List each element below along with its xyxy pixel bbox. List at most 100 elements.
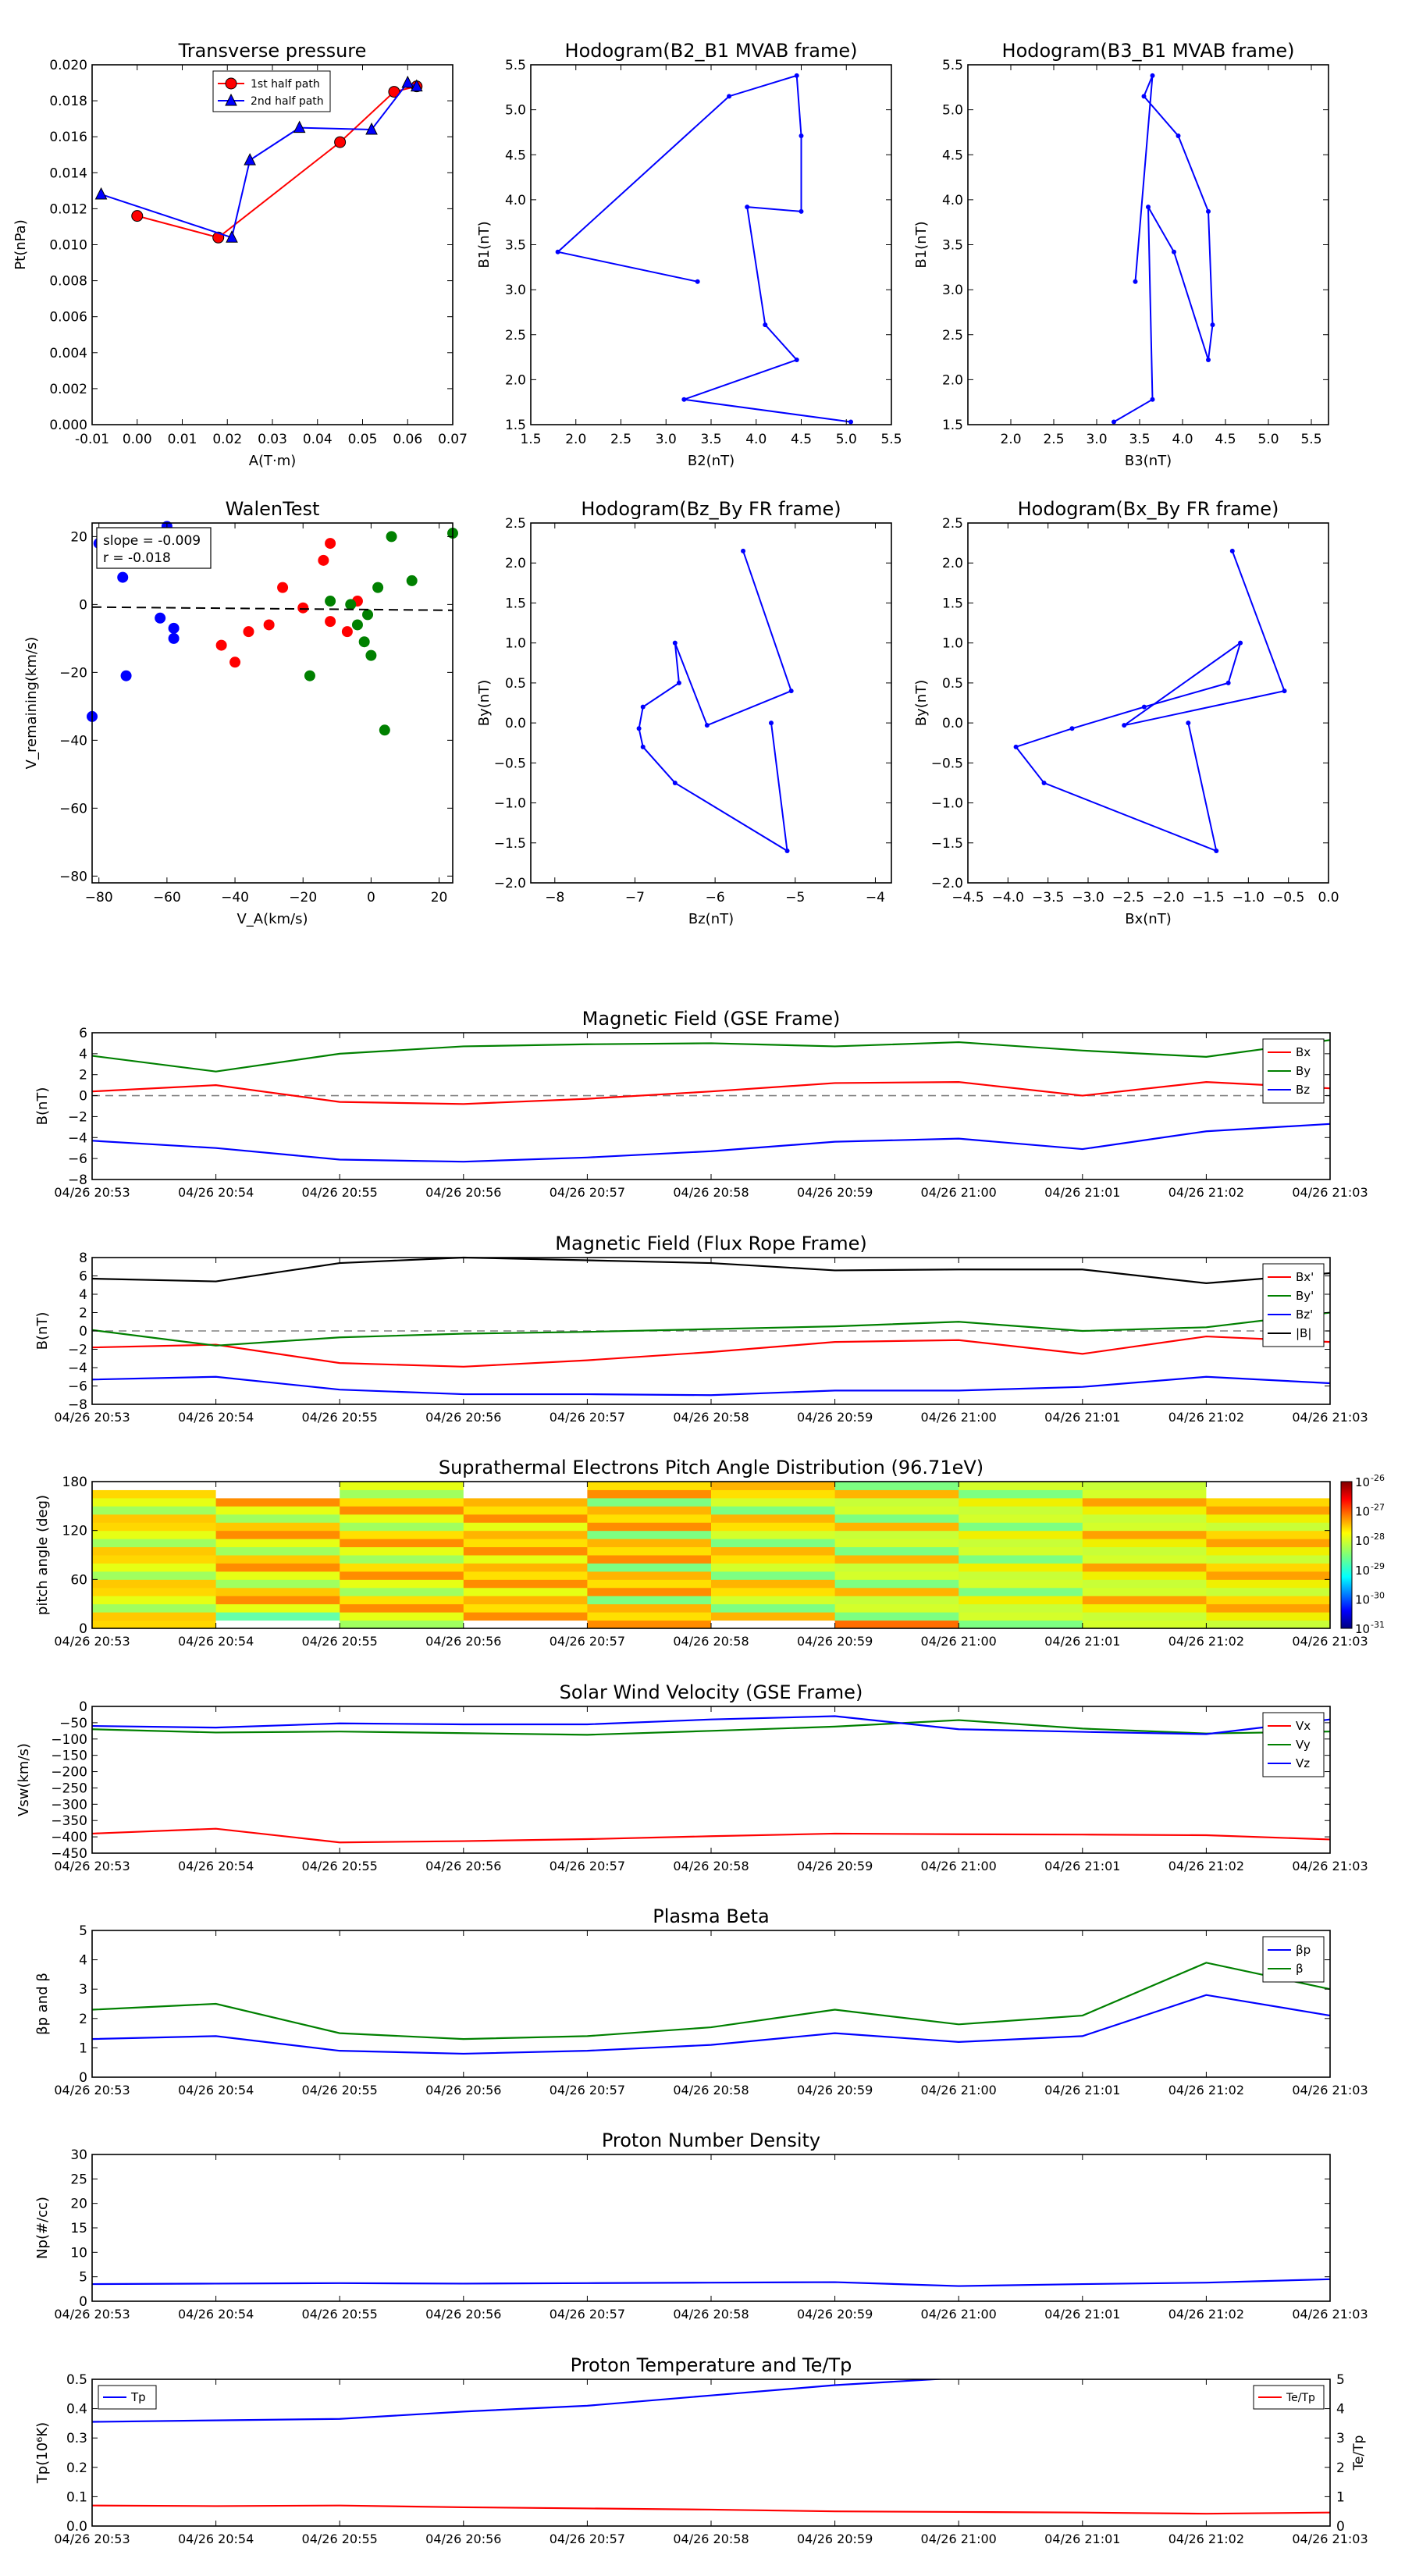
y-tick-label: −400 xyxy=(51,1830,87,1845)
heatmap-cell xyxy=(1206,1620,1331,1629)
chart-title: Transverse pressure xyxy=(178,40,367,62)
x-axis-label: B3(nT) xyxy=(1125,453,1172,469)
data-point xyxy=(362,609,374,621)
heatmap-cell xyxy=(711,1587,836,1596)
y-tick-label: −350 xyxy=(51,1813,87,1829)
y-tick-label: 3.0 xyxy=(942,283,963,298)
data-point xyxy=(1210,322,1215,328)
y-tick-label: −1.5 xyxy=(931,836,963,852)
data-point xyxy=(1141,704,1147,710)
data-point xyxy=(1133,279,1138,284)
data-point xyxy=(745,205,750,210)
heatmap-cell xyxy=(340,1514,464,1523)
heatmap-cell xyxy=(463,1546,588,1556)
series-line xyxy=(638,550,792,852)
data-point xyxy=(94,187,108,200)
y-axis-label: By(nT) xyxy=(913,680,930,726)
y-tick-label: 2 xyxy=(79,2012,87,2027)
series-line xyxy=(91,1039,1331,1073)
data-point xyxy=(293,120,306,133)
y-tick-label: 6 xyxy=(79,1269,87,1285)
annotation-text: slope = -0.009 xyxy=(103,533,201,549)
y-tick-label: −2 xyxy=(68,1109,87,1125)
heatmap-cell xyxy=(587,1514,712,1523)
x-tick-label: −6 xyxy=(706,890,725,906)
axes-frame xyxy=(530,64,892,425)
heatmap-cell xyxy=(834,1587,959,1596)
x-tick-label: 04/26 20:54 xyxy=(178,1410,254,1425)
y-tick-label: 5.0 xyxy=(942,103,963,119)
heatmap-cell xyxy=(1082,1530,1207,1539)
data-point xyxy=(727,94,732,99)
data-point xyxy=(304,670,315,681)
heatmap-cell xyxy=(1082,1596,1207,1605)
x-tick-label: 04/26 20:53 xyxy=(54,2532,130,2546)
x-tick-label: 04/26 20:58 xyxy=(673,2083,749,2097)
heatmap-cell xyxy=(959,1522,1083,1532)
heatmap-cell xyxy=(92,1514,217,1523)
x-tick-label: 2.5 xyxy=(1043,432,1064,447)
heatmap-cell xyxy=(959,1530,1083,1539)
y-axis-label: V_remaining(km/s) xyxy=(23,637,40,770)
series-line xyxy=(91,1719,1331,1736)
series-line xyxy=(1113,75,1214,423)
x-tick-label: -0.01 xyxy=(75,432,109,447)
heatmap-cell xyxy=(1206,1555,1331,1564)
y-tick-label: −40 xyxy=(59,733,87,749)
heatmap-cell xyxy=(1082,1522,1207,1532)
heatmap-cell xyxy=(711,1620,836,1629)
chart-h31: Hodogram(B3_B1 MVAB frame) 2.0 2.5 3.0 3.5 4.… xyxy=(913,40,1329,469)
heatmap-cell xyxy=(587,1587,712,1596)
heatmap-cell xyxy=(834,1546,959,1556)
heatmap-cell xyxy=(92,1555,217,1564)
data-point xyxy=(1013,744,1019,749)
y-tick-label: 5 xyxy=(79,2270,87,2286)
data-point xyxy=(1238,640,1243,646)
y-tick-label: −250 xyxy=(51,1781,87,1796)
x-tick-label: −1.5 xyxy=(1192,890,1224,906)
x-tick-label: 04/26 21:00 xyxy=(921,2083,997,2097)
data-point xyxy=(117,571,129,583)
y2-tick-label: 5 xyxy=(1336,2372,1345,2388)
data-point xyxy=(365,649,377,661)
heatmap-cell xyxy=(587,1522,712,1532)
legend-label: Vz xyxy=(1296,1756,1310,1770)
data-point xyxy=(244,153,256,165)
heatmap-cell xyxy=(711,1579,836,1589)
heatmap-cell xyxy=(834,1539,959,1548)
data-point xyxy=(672,640,678,646)
y-tick-label: −0.5 xyxy=(494,756,526,771)
x-tick-label: 0.03 xyxy=(258,432,287,447)
heatmap-cell xyxy=(463,1571,588,1580)
heatmap-cell xyxy=(463,1482,588,1490)
x-tick-label: 3.5 xyxy=(1129,432,1150,447)
y-tick-label: −6 xyxy=(68,1379,87,1395)
heatmap-cell xyxy=(959,1506,1083,1515)
heatmap-cell xyxy=(92,1506,217,1515)
x-tick-label: 04/26 21:03 xyxy=(1292,2532,1368,2546)
x-tick-label: 0.06 xyxy=(393,432,422,447)
legend-label: Vx xyxy=(1296,1719,1311,1733)
y-tick-label: 0.5 xyxy=(66,2372,87,2388)
y2-axis-label: Te/Tp xyxy=(1351,2435,1367,2471)
axes-frame xyxy=(91,522,454,884)
x-tick-label: 04/26 20:55 xyxy=(302,1634,378,1649)
x-tick-label: 04/26 20:59 xyxy=(797,1859,873,1873)
y-tick-label: 60 xyxy=(70,1572,87,1588)
y-tick-label: 6 xyxy=(79,1026,87,1041)
chart-vsw: Solar Wind Velocity (GSE Frame) 04/26 20:… xyxy=(16,1681,1368,1873)
x-tick-label: 04/26 21:02 xyxy=(1168,1410,1244,1425)
x-tick-label: 04/26 20:53 xyxy=(54,1185,130,1200)
y-tick-label: −1.0 xyxy=(494,796,526,812)
y-axis-label: Tp(10⁶K) xyxy=(34,2422,51,2484)
heatmap-cell xyxy=(1082,1539,1207,1548)
data-point xyxy=(672,780,678,785)
x-tick-label: −80 xyxy=(85,890,113,906)
y-tick-label: 15 xyxy=(70,2221,87,2236)
x-tick-label: 3.5 xyxy=(700,432,721,447)
data-point xyxy=(365,122,378,135)
heatmap-cell xyxy=(92,1530,217,1539)
data-point xyxy=(848,419,854,425)
series-line xyxy=(91,1375,1331,1397)
data-point xyxy=(168,632,180,644)
